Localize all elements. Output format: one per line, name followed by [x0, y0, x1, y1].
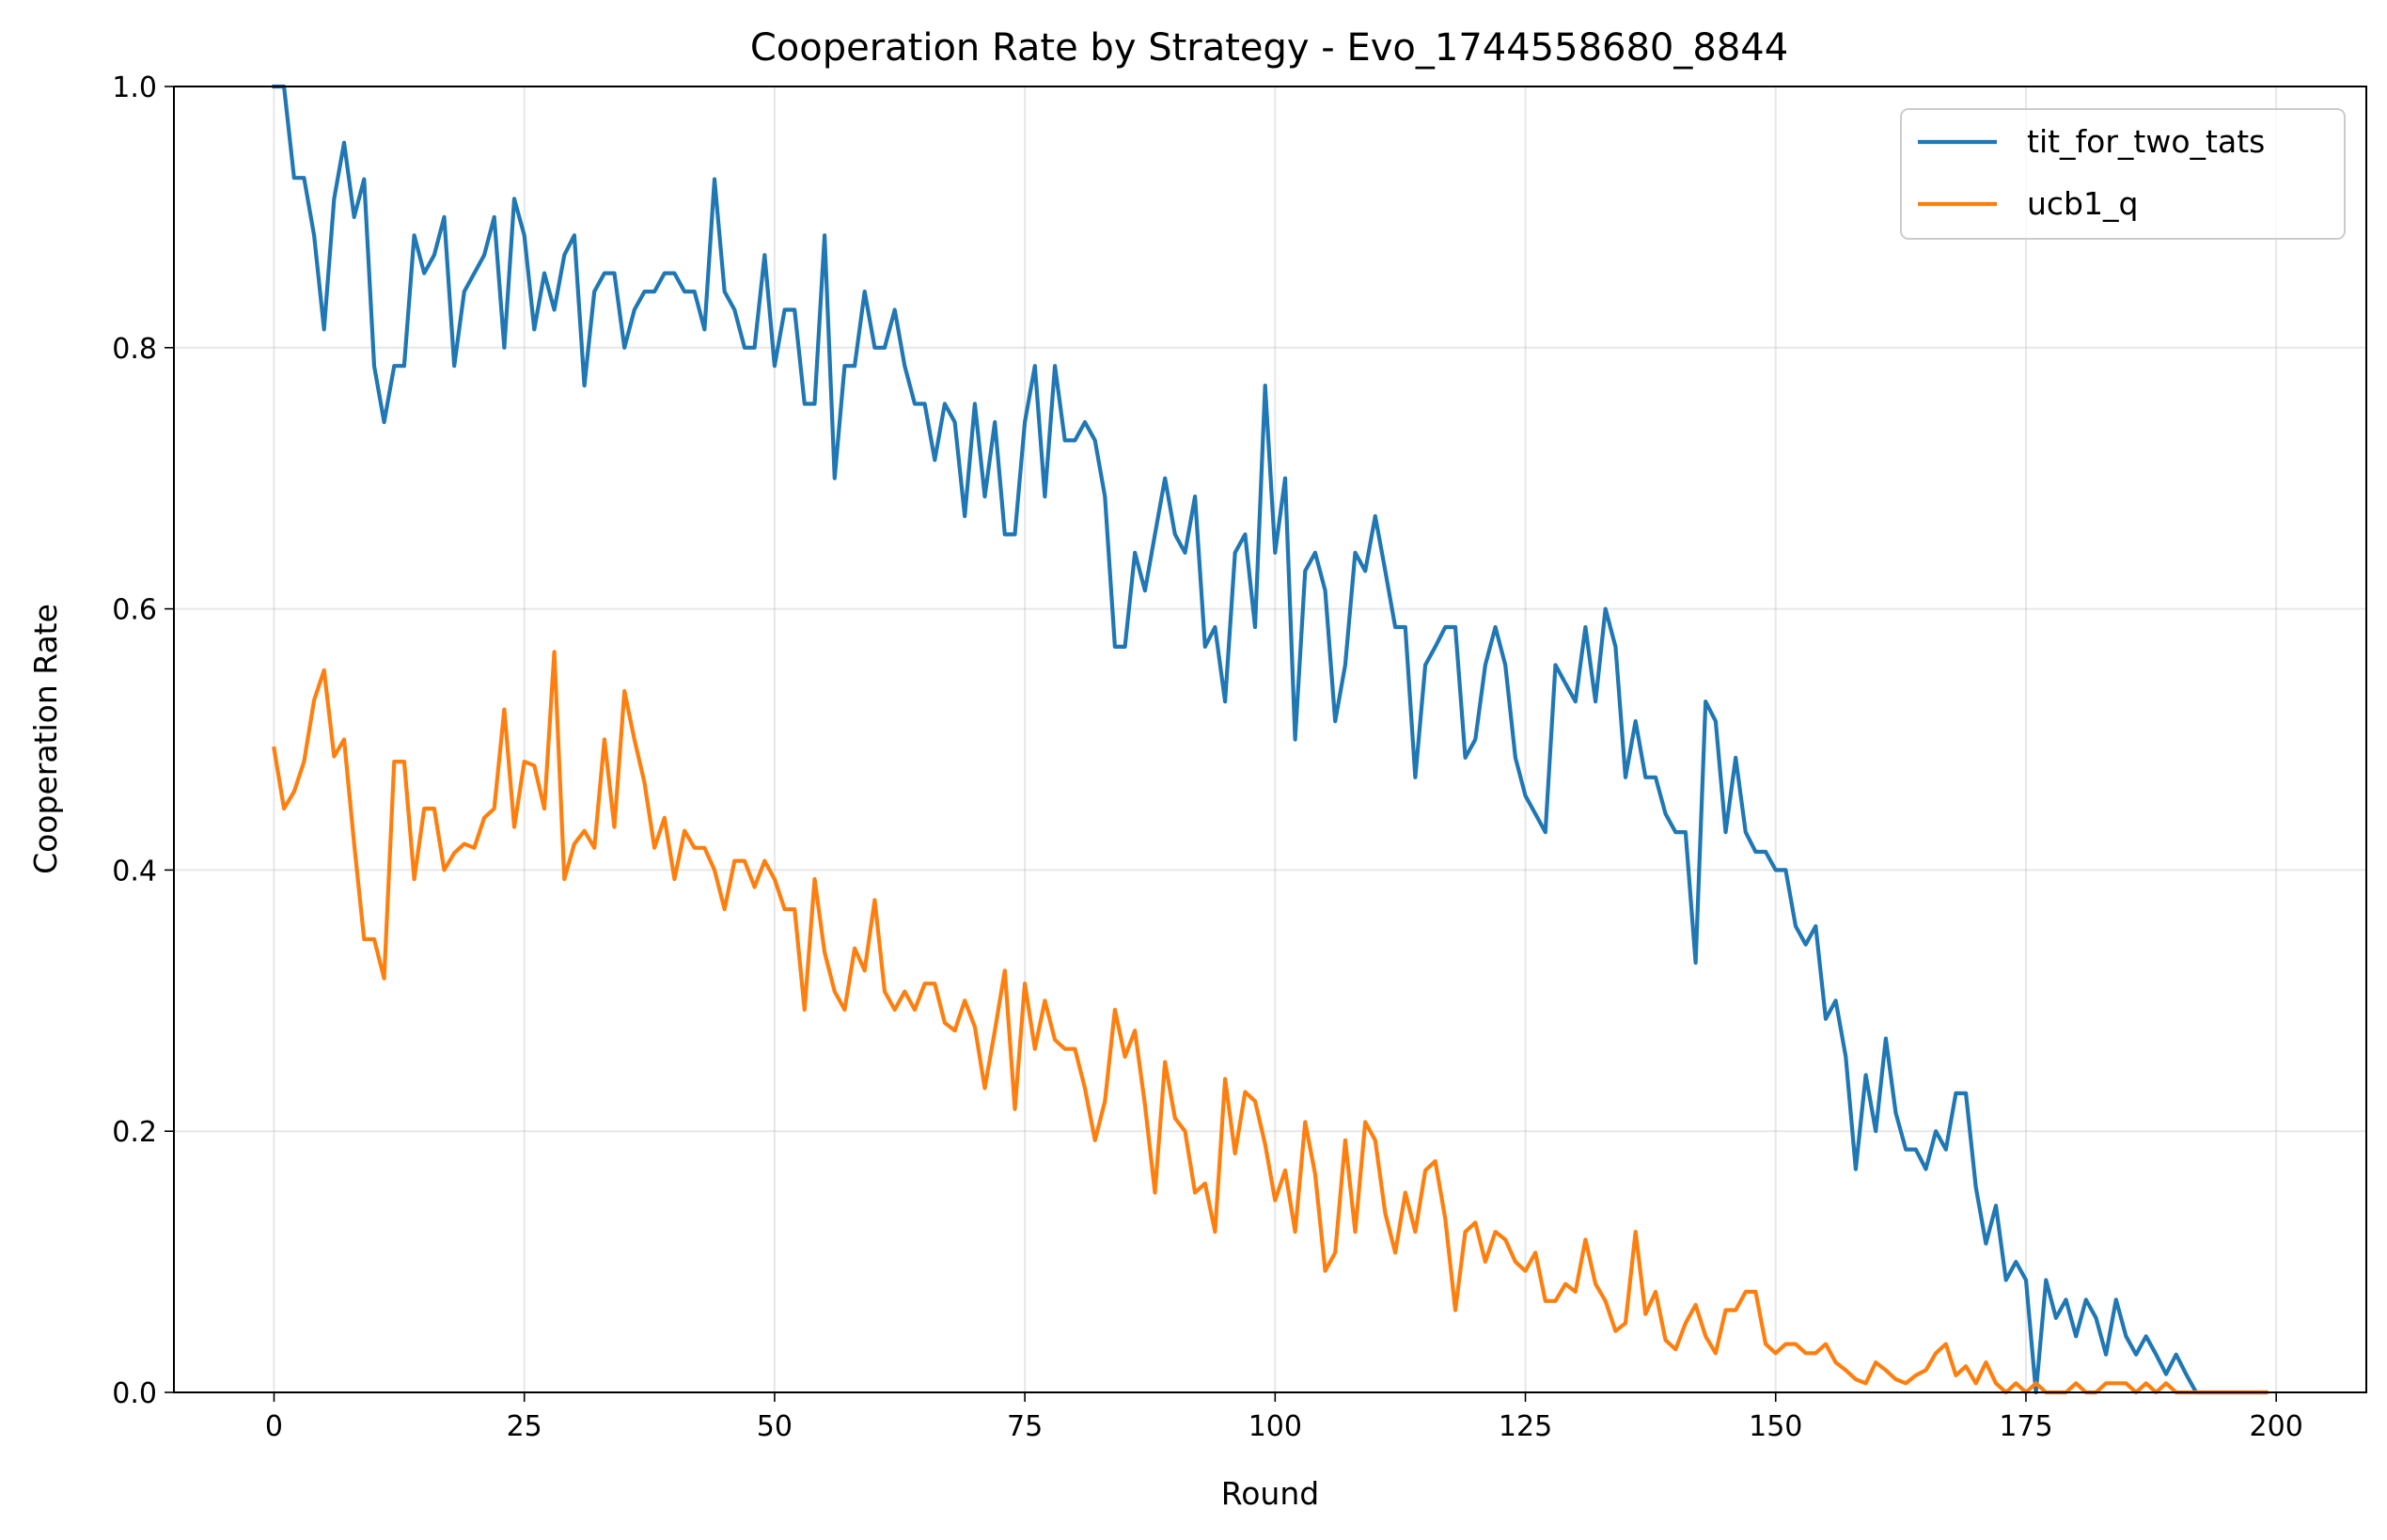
x-tick-label: 175: [1999, 1410, 2052, 1443]
y-tick-label: 0.6: [112, 594, 157, 627]
y-tick-label: 0.0: [112, 1377, 157, 1410]
legend: tit_for_two_tats ucb1_q: [1901, 109, 2345, 239]
y-tick-label: 0.8: [112, 333, 157, 366]
x-axis-label: Round: [1221, 1475, 1319, 1512]
x-tick-label: 100: [1248, 1410, 1302, 1443]
y-tick-label: 1.0: [112, 71, 157, 104]
x-tick-label: 150: [1749, 1410, 1802, 1443]
y-axis-label: Cooperation Rate: [27, 604, 64, 874]
x-tick-label: 200: [2250, 1410, 2303, 1443]
x-tick-label: 75: [1007, 1410, 1043, 1443]
x-tick-label: 50: [757, 1410, 793, 1443]
x-tick-label: 125: [1499, 1410, 1552, 1443]
legend-label-ucb1-q: ucb1_q: [2027, 185, 2138, 222]
chart-title: Cooperation Rate by Strategy - Evo_17445…: [750, 26, 1788, 70]
x-tick-label: 0: [265, 1410, 283, 1443]
y-tick-label: 0.4: [112, 855, 157, 888]
y-tick-label: 0.2: [112, 1116, 157, 1149]
legend-label-tit-for-two-tats: tit_for_two_tats: [2027, 123, 2265, 160]
x-tick-label: 25: [507, 1410, 542, 1443]
